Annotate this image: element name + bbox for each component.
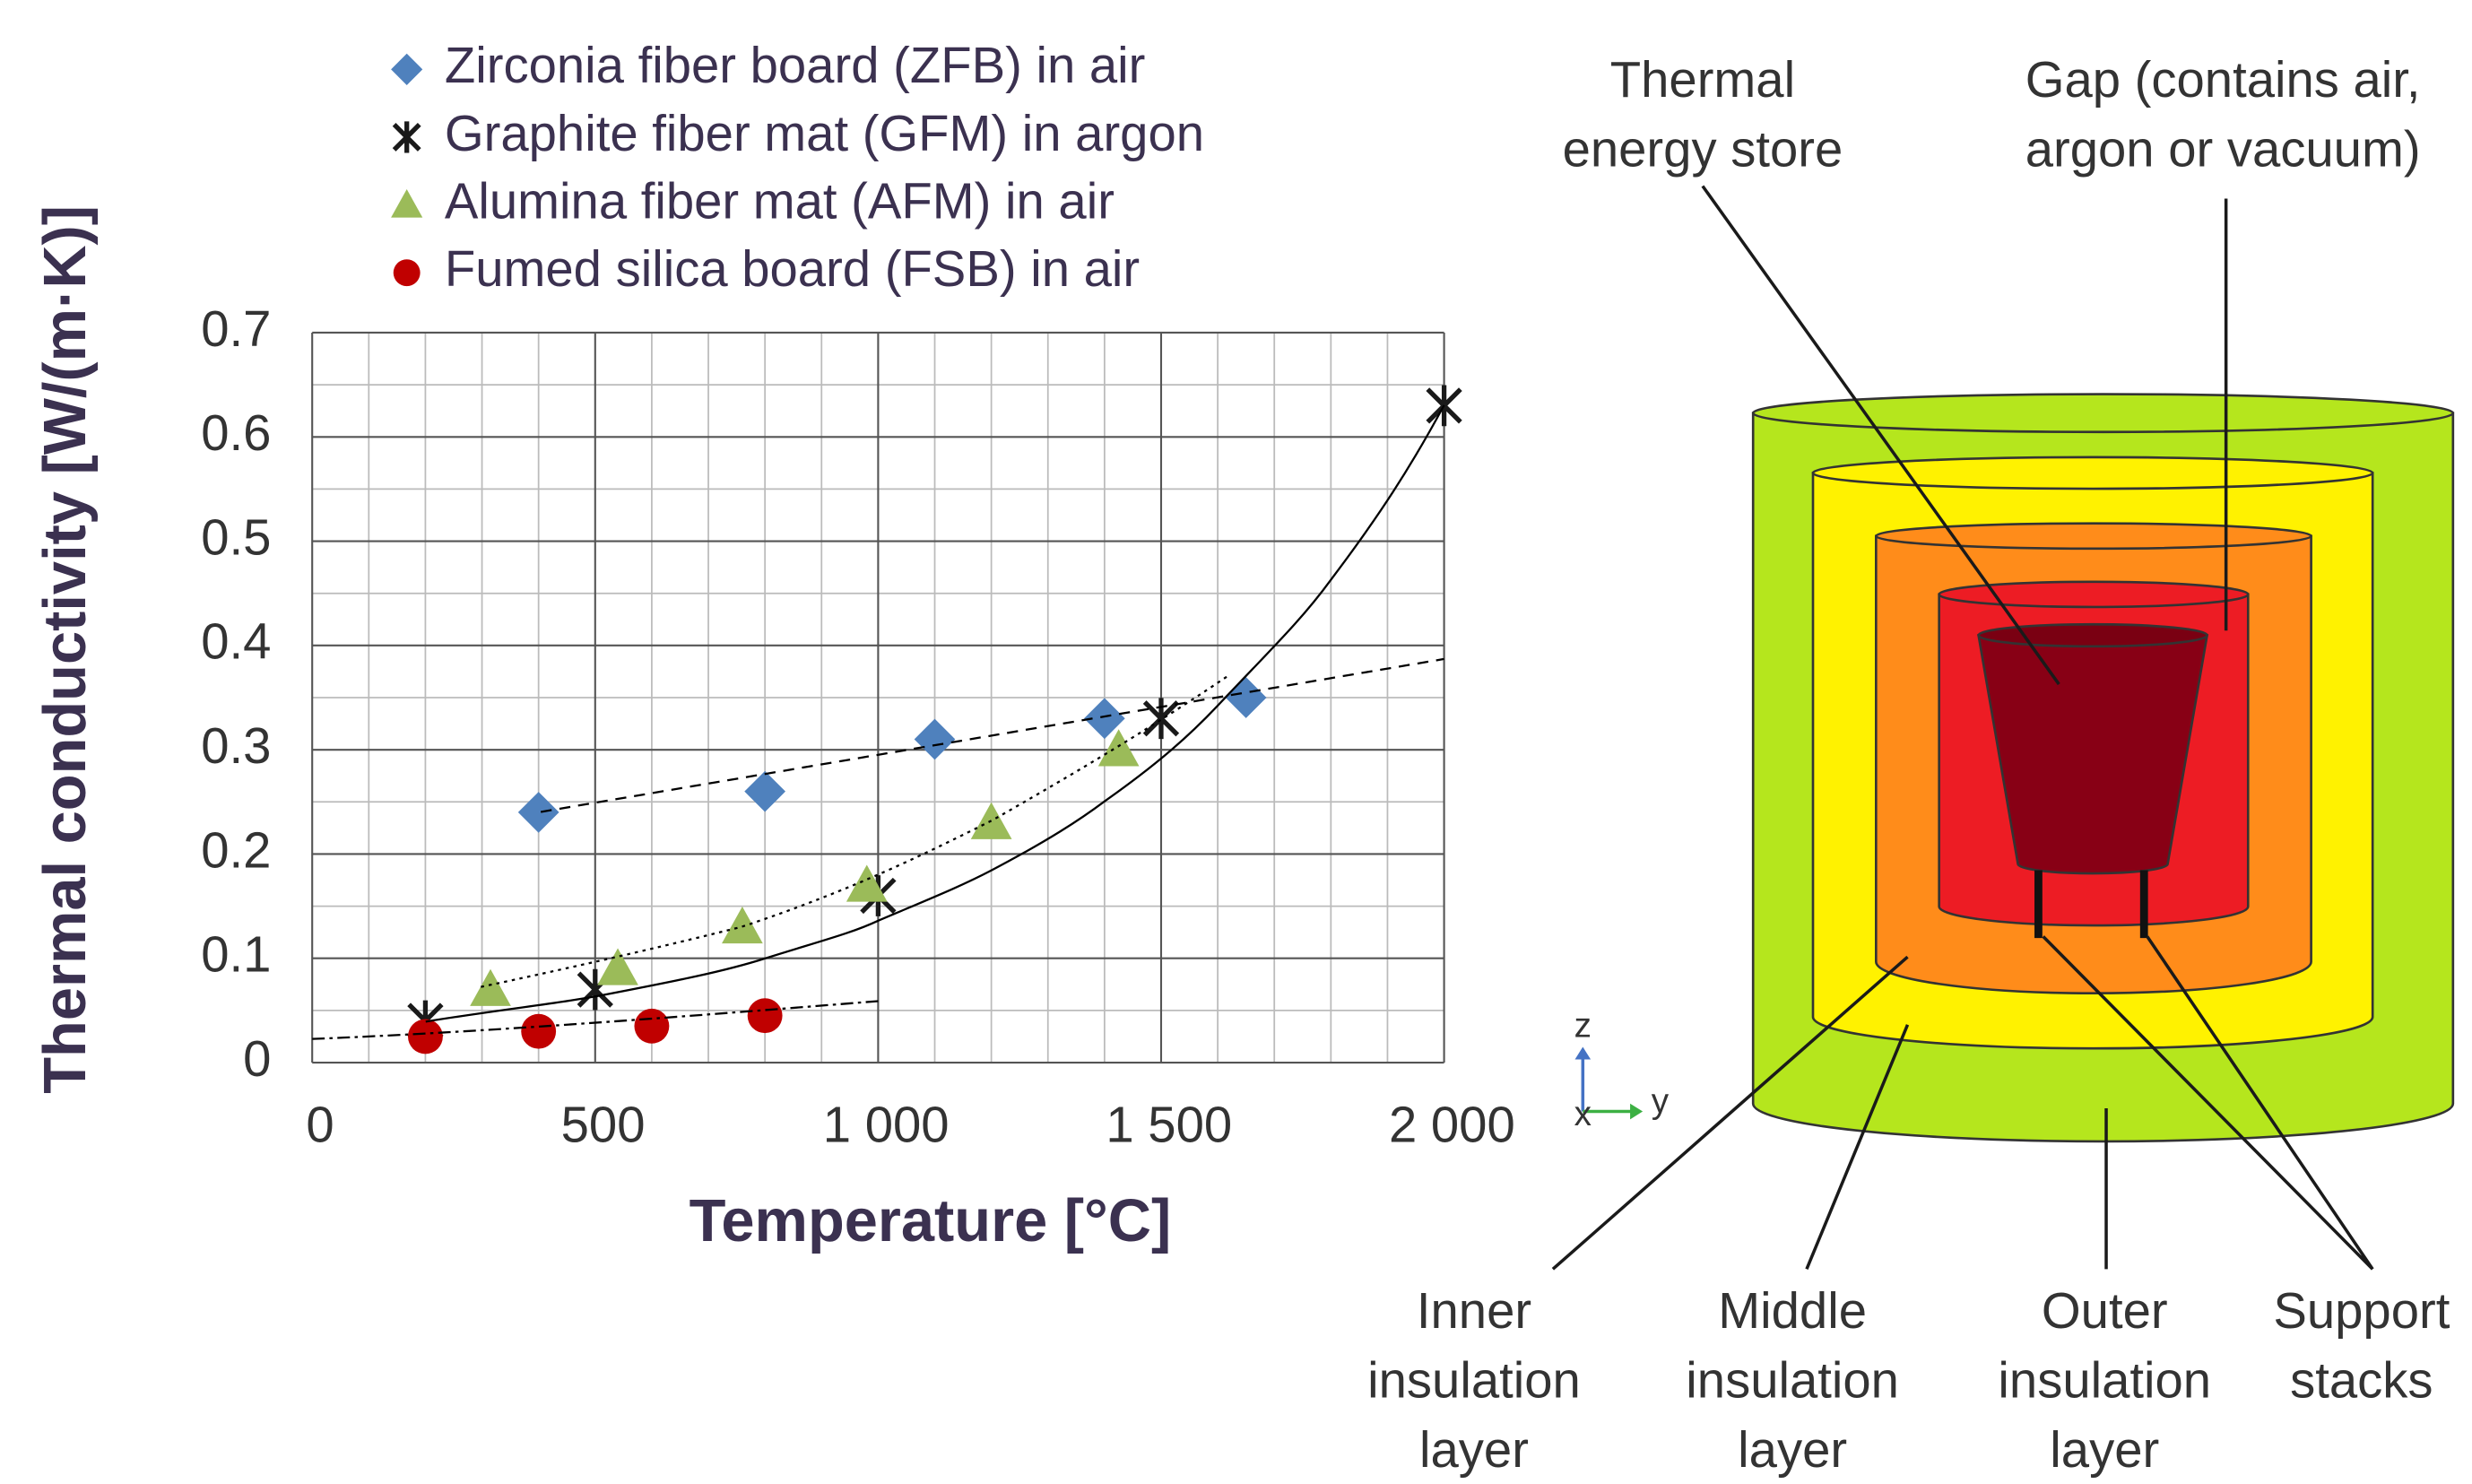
x-tick-label: 1 500: [1106, 1097, 1232, 1153]
diagram-label: Inner: [1417, 1282, 1531, 1339]
x-tick-label: 500: [561, 1097, 646, 1153]
axis-z: z: [1574, 1007, 1592, 1046]
marker-triangle: [722, 907, 763, 943]
x-tick-label: 0: [306, 1097, 334, 1153]
x-tick-label: 2 000: [1389, 1097, 1515, 1153]
diagram-label: stacks: [2290, 1352, 2433, 1409]
diagram-label: Outer: [2042, 1282, 2168, 1339]
energy-store: [1979, 636, 2207, 873]
diagram-label: layer: [1419, 1421, 1529, 1478]
chart: 0 500 1 000 1 500 2 000 0 0.1 0.2 0.3 0.4 0.5 0.6 0.…: [32, 37, 1515, 1254]
diagram-label: Gap (contains air,: [2025, 51, 2421, 108]
marker-diamond: [518, 792, 559, 833]
marker-diamond: [915, 719, 956, 760]
y-tick-label: 0.6: [201, 404, 271, 461]
marker-triangle: [391, 189, 422, 218]
figure: 0 500 1 000 1 500 2 000 0 0.1 0.2 0.3 0.4 0.5 0.6 0.…: [0, 0, 2472, 1484]
diagram-label: Support: [2273, 1282, 2450, 1339]
axis-triad: z x y: [1574, 1007, 1670, 1133]
marker-asterisk: [1145, 698, 1178, 739]
store-top: [1979, 624, 2207, 647]
y-tick-label: 0.5: [201, 508, 271, 565]
marker-circle: [634, 1009, 669, 1044]
outer-top: [1753, 395, 2453, 432]
diagram-label: insulation: [1686, 1352, 1899, 1409]
y-axis-title: Thermal conductivity [W/(m·K)]: [32, 205, 99, 1094]
middle-top: [1813, 457, 2372, 489]
zfb-trend: [541, 659, 1444, 812]
y-tick-label: 0.2: [201, 821, 271, 878]
diagram-label: insulation: [1998, 1352, 2211, 1409]
axis-y: y: [1652, 1082, 1670, 1121]
diagram-label: layer: [2050, 1421, 2159, 1478]
x-axis-title: Temperature [°C]: [690, 1188, 1172, 1254]
diagram-label: Thermal: [1610, 51, 1795, 108]
marker-circle: [394, 259, 421, 286]
diagram-label: Middle: [1718, 1282, 1867, 1339]
legend-label: Alumina fiber mat (AFM) in air: [445, 172, 1115, 229]
z-head: [1575, 1046, 1592, 1059]
y-tick-label: 0.4: [201, 613, 271, 670]
marker-triangle: [470, 969, 511, 1006]
y-tick-label: 0.3: [201, 717, 271, 774]
legend-label: Graphite fiber mat (GFM) in argon: [445, 105, 1204, 161]
legend-label: Fumed silica board (FSB) in air: [445, 240, 1140, 297]
gap-top: [1939, 582, 2249, 607]
marker-circle: [521, 1014, 556, 1049]
y-tick-label: 0: [243, 1030, 271, 1087]
marker-asterisk: [395, 121, 420, 152]
axis-x: x: [1574, 1095, 1592, 1133]
marker-circle: [408, 1020, 443, 1054]
legend-label: Zirconia fiber board (ZFB) in air: [445, 37, 1146, 93]
marker-diamond: [391, 54, 422, 85]
inner-top: [1876, 524, 2311, 549]
y-head: [1630, 1104, 1643, 1120]
diagram-label: insulation: [1367, 1352, 1581, 1409]
marker-triangle: [846, 864, 888, 901]
diagram: [1753, 395, 2453, 1141]
marker-triangle: [597, 949, 638, 985]
marker-circle: [748, 998, 783, 1033]
diagram-label: argon or vacuum): [2025, 120, 2421, 177]
y-tick-label: 0.1: [201, 926, 271, 983]
diagram-label: layer: [1738, 1421, 1847, 1478]
diagram-label: energy store: [1563, 120, 1843, 177]
y-tick-label: 0.7: [201, 300, 271, 357]
x-tick-label: 1 000: [823, 1097, 950, 1153]
marker-diamond: [1226, 677, 1267, 718]
